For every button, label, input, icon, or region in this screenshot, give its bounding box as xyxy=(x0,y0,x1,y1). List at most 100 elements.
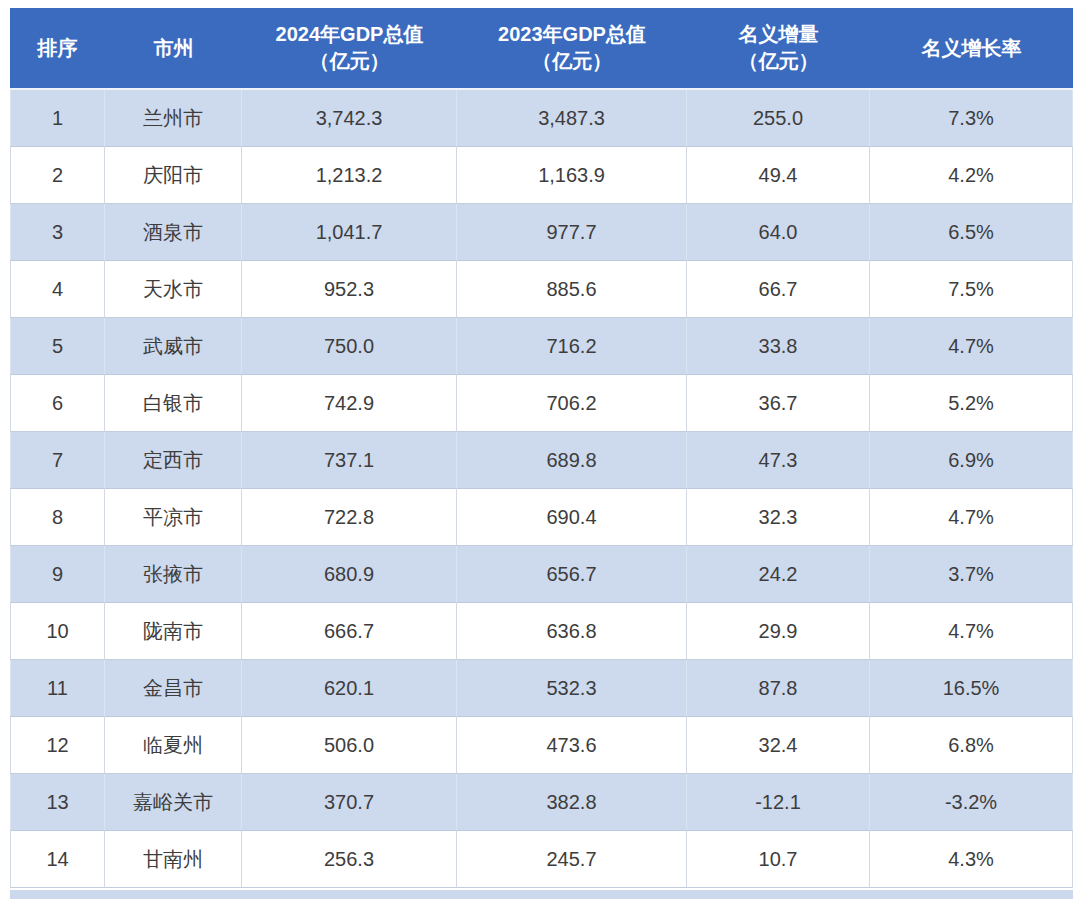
cell-nominal-growth-rate: 4.7% xyxy=(870,318,1073,375)
cell-nominal-growth-rate: 4.2% xyxy=(870,147,1073,204)
cell-gdp-2024: 737.1 xyxy=(242,432,457,489)
cell-nominal-increase: 32.3 xyxy=(687,489,870,546)
cell-nominal-growth-rate: 3.7% xyxy=(870,546,1073,603)
cell-gdp-2023: 473.6 xyxy=(457,717,687,774)
table-row: 5武威市750.0716.233.84.7% xyxy=(10,318,1073,375)
cell-gdp-2024: 1,041.7 xyxy=(242,204,457,261)
cell-gdp-2024: 952.3 xyxy=(242,261,457,318)
table-header: 排序 市州 2024年GDP总值 （亿元） 2023年GDP总值 （亿元） 名义… xyxy=(10,8,1073,90)
cell-nominal-growth-rate: 6.9% xyxy=(870,432,1073,489)
header-label: 2023年GDP总值 xyxy=(498,23,646,45)
cell-rank: 9 xyxy=(10,546,105,603)
cell-nominal-growth-rate: 4.7% xyxy=(870,489,1073,546)
cell-nominal-increase: 29.9 xyxy=(687,603,870,660)
cell-rank: 8 xyxy=(10,489,105,546)
header-label: 市州 xyxy=(154,37,194,59)
cell-nominal-growth-rate: 16.5% xyxy=(870,660,1073,717)
cell-city: 定西市 xyxy=(105,432,242,489)
cell-gdp-2024: 3,742.3 xyxy=(242,90,457,147)
partial-next-row xyxy=(10,890,1073,899)
cell-gdp-2023: 1,163.9 xyxy=(457,147,687,204)
cell-gdp-2024: 750.0 xyxy=(242,318,457,375)
header-city: 市州 xyxy=(105,8,242,90)
table-row: 6白银市742.9706.236.75.2% xyxy=(10,375,1073,432)
cell-rank: 12 xyxy=(10,717,105,774)
cell-nominal-growth-rate: 6.8% xyxy=(870,717,1073,774)
cell-nominal-increase: 36.7 xyxy=(687,375,870,432)
cell-rank: 7 xyxy=(10,432,105,489)
header-row: 排序 市州 2024年GDP总值 （亿元） 2023年GDP总值 （亿元） 名义… xyxy=(10,8,1073,90)
cell-city: 兰州市 xyxy=(105,90,242,147)
header-sublabel: （亿元） xyxy=(244,48,455,75)
cell-gdp-2024: 666.7 xyxy=(242,603,457,660)
cell-rank: 13 xyxy=(10,774,105,831)
cell-gdp-2023: 382.8 xyxy=(457,774,687,831)
header-rank: 排序 xyxy=(10,8,105,90)
table-row: 10陇南市666.7636.829.94.7% xyxy=(10,603,1073,660)
header-nominal-growth-rate: 名义增长率 xyxy=(870,8,1073,90)
header-nominal-increase: 名义增量 （亿元） xyxy=(687,8,870,90)
cell-city: 白银市 xyxy=(105,375,242,432)
header-label: 2024年GDP总值 xyxy=(276,23,424,45)
cell-nominal-growth-rate: -3.2% xyxy=(870,774,1073,831)
gdp-table: 排序 市州 2024年GDP总值 （亿元） 2023年GDP总值 （亿元） 名义… xyxy=(10,8,1073,888)
cell-city: 天水市 xyxy=(105,261,242,318)
table-row: 8平凉市722.8690.432.34.7% xyxy=(10,489,1073,546)
cell-gdp-2023: 636.8 xyxy=(457,603,687,660)
cell-city: 平凉市 xyxy=(105,489,242,546)
cell-city: 金昌市 xyxy=(105,660,242,717)
cell-rank: 2 xyxy=(10,147,105,204)
cell-gdp-2023: 706.2 xyxy=(457,375,687,432)
cell-nominal-increase: 255.0 xyxy=(687,90,870,147)
cell-nominal-increase: 87.8 xyxy=(687,660,870,717)
cell-gdp-2023: 977.7 xyxy=(457,204,687,261)
cell-nominal-increase: 49.4 xyxy=(687,147,870,204)
cell-gdp-2023: 532.3 xyxy=(457,660,687,717)
cell-gdp-2023: 689.8 xyxy=(457,432,687,489)
cell-gdp-2024: 370.7 xyxy=(242,774,457,831)
header-gdp-2023: 2023年GDP总值 （亿元） xyxy=(457,8,687,90)
cell-city: 甘南州 xyxy=(105,831,242,888)
cell-rank: 11 xyxy=(10,660,105,717)
cell-city: 临夏州 xyxy=(105,717,242,774)
cell-gdp-2023: 656.7 xyxy=(457,546,687,603)
cell-city: 嘉峪关市 xyxy=(105,774,242,831)
table-row: 4天水市952.3885.666.77.5% xyxy=(10,261,1073,318)
cell-rank: 14 xyxy=(10,831,105,888)
table-row: 1兰州市3,742.33,487.3255.07.3% xyxy=(10,90,1073,147)
header-label: 排序 xyxy=(38,37,78,59)
cell-nominal-increase: 24.2 xyxy=(687,546,870,603)
cell-nominal-growth-rate: 7.3% xyxy=(870,90,1073,147)
header-label: 名义增量 xyxy=(739,23,819,45)
cell-gdp-2024: 620.1 xyxy=(242,660,457,717)
table-row: 11金昌市620.1532.387.816.5% xyxy=(10,660,1073,717)
cell-gdp-2024: 742.9 xyxy=(242,375,457,432)
cell-gdp-2023: 245.7 xyxy=(457,831,687,888)
cell-nominal-growth-rate: 4.7% xyxy=(870,603,1073,660)
cell-gdp-2024: 722.8 xyxy=(242,489,457,546)
cell-city: 武威市 xyxy=(105,318,242,375)
cell-nominal-growth-rate: 4.3% xyxy=(870,831,1073,888)
header-sublabel: （亿元） xyxy=(459,48,685,75)
cell-nominal-increase: 10.7 xyxy=(687,831,870,888)
cell-gdp-2023: 690.4 xyxy=(457,489,687,546)
cell-city: 庆阳市 xyxy=(105,147,242,204)
cell-gdp-2024: 256.3 xyxy=(242,831,457,888)
table-row: 2庆阳市1,213.21,163.949.44.2% xyxy=(10,147,1073,204)
header-label: 名义增长率 xyxy=(922,37,1022,59)
cell-gdp-2023: 3,487.3 xyxy=(457,90,687,147)
header-gdp-2024: 2024年GDP总值 （亿元） xyxy=(242,8,457,90)
cell-nominal-growth-rate: 5.2% xyxy=(870,375,1073,432)
table-row: 3酒泉市1,041.7977.764.06.5% xyxy=(10,204,1073,261)
table-row: 7定西市737.1689.847.36.9% xyxy=(10,432,1073,489)
cell-nominal-growth-rate: 6.5% xyxy=(870,204,1073,261)
cell-nominal-increase: 66.7 xyxy=(687,261,870,318)
cell-gdp-2023: 885.6 xyxy=(457,261,687,318)
cell-gdp-2024: 506.0 xyxy=(242,717,457,774)
cell-city: 陇南市 xyxy=(105,603,242,660)
cell-rank: 1 xyxy=(10,90,105,147)
cell-gdp-2024: 1,213.2 xyxy=(242,147,457,204)
table-row: 12临夏州506.0473.632.46.8% xyxy=(10,717,1073,774)
cell-gdp-2023: 716.2 xyxy=(457,318,687,375)
cell-nominal-increase: -12.1 xyxy=(687,774,870,831)
